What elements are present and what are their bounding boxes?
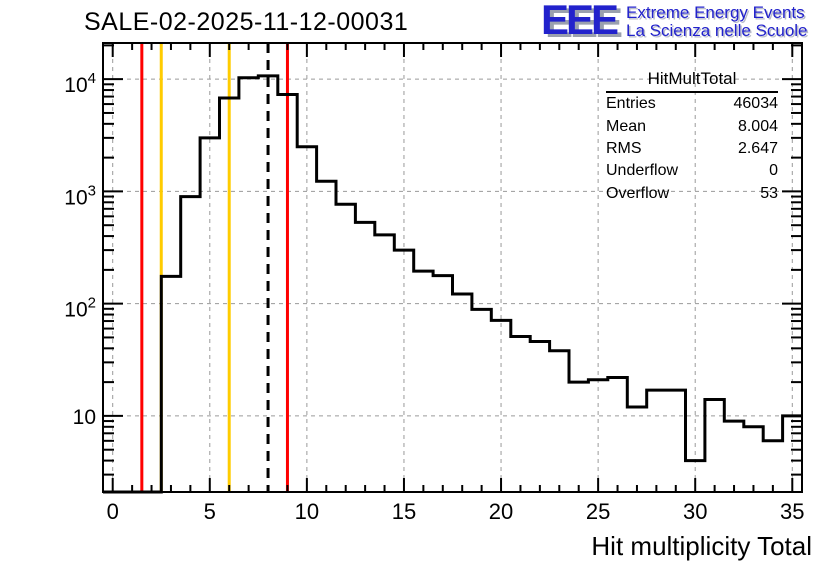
- stats-value: 0: [769, 162, 778, 180]
- stats-label: RMS: [606, 139, 642, 157]
- x-tick-label: 5: [204, 499, 216, 524]
- y-tick-label: 10: [73, 406, 96, 429]
- stats-row-overflow: Overflow 53: [606, 183, 778, 205]
- histogram-step-line: [103, 74, 802, 494]
- x-tick-label: 10: [295, 499, 319, 524]
- stats-row-rms: RMS 2.647: [606, 138, 778, 160]
- y-tick-label: 104: [64, 70, 96, 97]
- eee-logo: EEE Extreme Energy Events La Scienza nel…: [541, 0, 808, 43]
- stats-row-entries: Entries 46034: [606, 93, 778, 115]
- stats-value: 2.647: [737, 139, 778, 157]
- y-tick-label: 102: [64, 295, 96, 322]
- x-tick-label: 35: [780, 499, 804, 524]
- stats-box: HitMultTotal Entries 46034 Mean 8.004 RM…: [606, 70, 778, 205]
- stats-value: 46034: [733, 95, 779, 113]
- x-tick-label: 0: [107, 499, 119, 524]
- stats-value: 8.004: [737, 117, 778, 135]
- eee-logo-line1: Extreme Energy Events: [626, 3, 805, 22]
- plot-frame: [102, 42, 803, 493]
- x-axis-title: Hit multiplicity Total: [591, 531, 812, 561]
- stats-label: Underflow: [606, 162, 679, 180]
- x-tick-label: 30: [683, 499, 707, 524]
- eee-logo-line2: La Scienza nelle Scuole: [626, 20, 808, 40]
- x-tick-label: 20: [489, 499, 513, 524]
- y-tick-label: 103: [64, 182, 96, 209]
- eee-logo-letters: EEE: [541, 0, 619, 43]
- stats-row-mean: Mean 8.004: [606, 115, 778, 137]
- x-tick-label: 15: [392, 499, 416, 524]
- stats-row-underflow: Underflow 0: [606, 160, 778, 182]
- stats-label: Mean: [606, 117, 647, 135]
- stats-box-title: HitMultTotal: [606, 70, 778, 93]
- stats-label: Entries: [606, 95, 656, 113]
- stats-label: Overflow: [606, 184, 670, 202]
- x-tick-label: 25: [586, 499, 610, 524]
- stats-value: 53: [760, 184, 778, 202]
- plot-title: SALE-02-2025-11-12-00031: [84, 8, 409, 36]
- eee-logo-text: Extreme Energy Events La Scienza nelle S…: [626, 1, 807, 39]
